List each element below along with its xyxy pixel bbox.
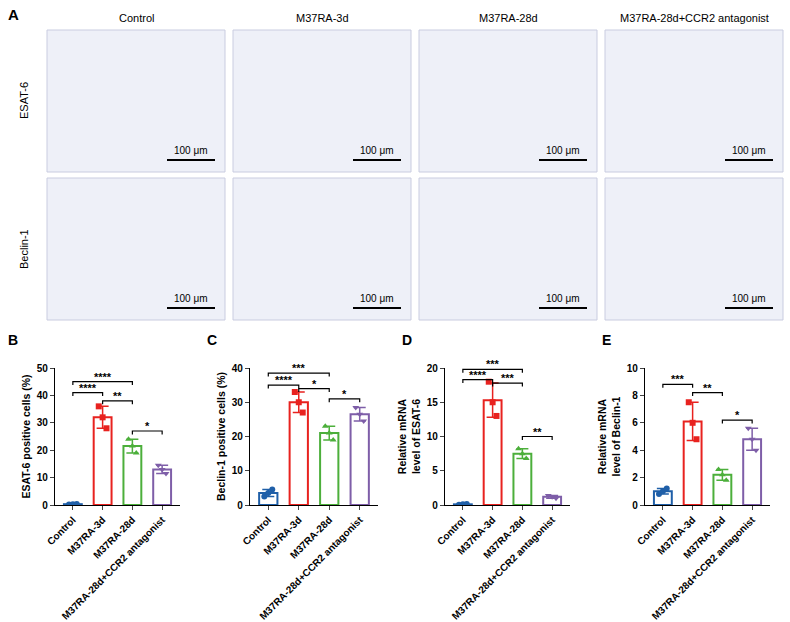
svg-text:*: * <box>735 409 740 421</box>
svg-text:**: ** <box>113 390 122 402</box>
svg-text:10: 10 <box>232 465 244 476</box>
svg-text:10: 10 <box>627 363 639 374</box>
svg-text:2: 2 <box>632 472 638 483</box>
svg-text:Relative mRNAlevel of ESAT-6: Relative mRNAlevel of ESAT-6 <box>396 398 422 474</box>
svg-text:Control: Control <box>119 12 154 24</box>
svg-text:ESAT-6: ESAT-6 <box>18 82 30 119</box>
svg-text:100 μm: 100 μm <box>174 293 208 304</box>
svg-text:**: ** <box>703 382 712 394</box>
svg-text:A: A <box>8 6 19 23</box>
svg-text:Beclin-1: Beclin-1 <box>18 229 30 269</box>
svg-text:****: **** <box>469 369 487 381</box>
svg-text:100 μm: 100 μm <box>732 293 766 304</box>
svg-text:***: *** <box>292 362 306 374</box>
svg-text:M37RA-3d: M37RA-3d <box>261 514 303 556</box>
svg-text:8: 8 <box>632 390 638 401</box>
svg-text:5: 5 <box>432 465 438 476</box>
svg-text:100 μm: 100 μm <box>174 145 208 156</box>
svg-text:0: 0 <box>432 500 438 511</box>
svg-text:Beclin-1 positive cells (%): Beclin-1 positive cells (%) <box>215 372 227 501</box>
svg-text:M37RA-28d: M37RA-28d <box>481 514 527 560</box>
svg-text:0: 0 <box>42 500 48 511</box>
svg-text:M37RA-3d: M37RA-3d <box>455 514 497 556</box>
svg-text:40: 40 <box>232 363 244 374</box>
svg-text:M37RA-28d+CCR2 antagonist: M37RA-28d+CCR2 antagonist <box>450 514 558 622</box>
svg-text:***: *** <box>486 358 500 370</box>
svg-text:ESAT-6 positive cells (%): ESAT-6 positive cells (%) <box>20 374 32 498</box>
svg-text:*: * <box>145 420 150 432</box>
svg-text:0: 0 <box>237 500 243 511</box>
svg-text:10: 10 <box>37 472 49 483</box>
svg-text:Relative mRNAlevel of Beclin-1: Relative mRNAlevel of Beclin-1 <box>596 396 622 476</box>
svg-text:***: *** <box>671 373 685 385</box>
svg-text:M37RA-3d: M37RA-3d <box>65 514 107 556</box>
svg-text:C: C <box>207 332 217 348</box>
svg-text:E: E <box>602 332 611 348</box>
svg-text:M37RA-28d+CCR2 antagonist: M37RA-28d+CCR2 antagonist <box>620 12 769 24</box>
svg-text:****: **** <box>275 374 293 386</box>
svg-text:*: * <box>342 388 347 400</box>
svg-text:40: 40 <box>37 390 49 401</box>
svg-text:**: ** <box>533 426 542 438</box>
svg-text:M37RA-28d+CCR2 antagonist: M37RA-28d+CCR2 antagonist <box>60 514 168 622</box>
svg-text:20: 20 <box>232 431 244 442</box>
svg-text:100 μm: 100 μm <box>546 145 580 156</box>
svg-text:M37RA-28d: M37RA-28d <box>91 514 137 560</box>
svg-text:Control: Control <box>635 514 668 547</box>
svg-text:M37RA-28d: M37RA-28d <box>288 514 334 560</box>
svg-text:20: 20 <box>427 363 439 374</box>
svg-text:4: 4 <box>632 445 638 456</box>
svg-text:****: **** <box>79 382 97 394</box>
svg-text:***: *** <box>501 372 515 384</box>
svg-text:M37RA-3d: M37RA-3d <box>296 12 349 24</box>
svg-text:10: 10 <box>427 431 439 442</box>
svg-text:30: 30 <box>232 397 244 408</box>
svg-text:100 μm: 100 μm <box>360 145 394 156</box>
svg-text:100 μm: 100 μm <box>732 145 766 156</box>
svg-text:Control: Control <box>45 514 78 547</box>
svg-text:50: 50 <box>37 363 49 374</box>
svg-text:M37RA-28d+CCR2 antagonist: M37RA-28d+CCR2 antagonist <box>650 514 758 622</box>
svg-text:30: 30 <box>37 417 49 428</box>
svg-text:Control: Control <box>435 514 468 547</box>
svg-text:15: 15 <box>427 397 439 408</box>
svg-text:M37RA-28d: M37RA-28d <box>681 514 727 560</box>
svg-text:100 μm: 100 μm <box>546 293 580 304</box>
svg-text:****: **** <box>94 371 112 383</box>
svg-text:Control: Control <box>240 514 273 547</box>
svg-text:*: * <box>312 378 317 390</box>
svg-text:M37RA-3d: M37RA-3d <box>655 514 697 556</box>
svg-text:B: B <box>8 332 18 348</box>
svg-text:M37RA-28d+CCR2 antagonist: M37RA-28d+CCR2 antagonist <box>257 514 365 622</box>
svg-text:100 μm: 100 μm <box>360 293 394 304</box>
svg-text:20: 20 <box>37 445 49 456</box>
svg-text:M37RA-28d: M37RA-28d <box>479 12 538 24</box>
svg-text:0: 0 <box>632 500 638 511</box>
svg-text:6: 6 <box>632 417 638 428</box>
svg-text:D: D <box>402 332 412 348</box>
